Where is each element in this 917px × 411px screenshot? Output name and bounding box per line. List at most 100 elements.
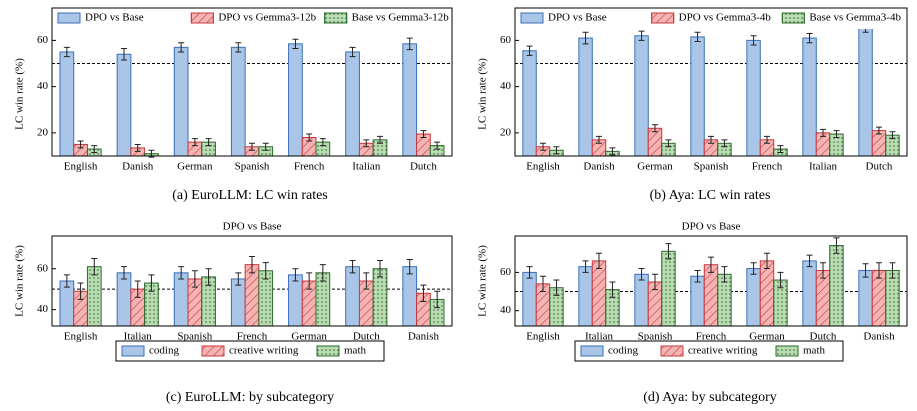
bar-pattern xyxy=(201,142,216,156)
bar xyxy=(634,35,649,157)
legend-swatch-pattern xyxy=(775,345,799,357)
bar xyxy=(59,280,75,327)
y-tick-label: 60 xyxy=(37,34,49,46)
bar xyxy=(578,37,593,157)
bar xyxy=(288,274,303,327)
bar-pattern xyxy=(549,287,564,326)
bar-pattern xyxy=(592,139,606,156)
x-tick-label: French xyxy=(696,331,727,343)
error-bar xyxy=(262,142,269,151)
bar-pattern xyxy=(245,264,259,326)
legend-label: creative writing xyxy=(229,345,299,357)
error-bar xyxy=(665,243,672,260)
x-tick-label: English xyxy=(526,331,560,343)
legend-label: DPO vs Base xyxy=(548,12,607,24)
error-bar xyxy=(764,135,770,144)
bar-pattern xyxy=(359,143,374,156)
x-tick-label: Italian xyxy=(809,161,838,173)
error-bar xyxy=(708,256,714,273)
error-bar xyxy=(582,31,589,45)
error-bar xyxy=(652,124,658,133)
error-bar xyxy=(665,139,672,148)
legend-label: math xyxy=(344,345,366,357)
error-bar xyxy=(349,260,356,274)
x-tick-label: German xyxy=(637,161,673,173)
bar-pattern xyxy=(717,274,732,326)
bar-pattern xyxy=(316,142,330,156)
error-bar xyxy=(134,143,141,152)
caption: (d) Aya: by subcategory xyxy=(643,390,777,405)
bar-pattern xyxy=(430,299,444,326)
bar xyxy=(345,266,360,327)
error-bar xyxy=(694,31,701,43)
bar xyxy=(690,36,705,157)
error-bar xyxy=(806,32,813,44)
y-tick-label: 40 xyxy=(37,80,49,92)
legend-swatch-pattern xyxy=(324,12,348,24)
x-tick-label: German xyxy=(177,161,213,173)
error-bar xyxy=(777,271,784,289)
error-bar xyxy=(721,266,728,283)
bar-pattern xyxy=(704,264,718,326)
bar-pattern xyxy=(816,132,830,156)
bar-pattern xyxy=(130,147,145,156)
error-bar xyxy=(235,42,242,53)
error-bar xyxy=(262,262,269,280)
error-bar xyxy=(526,266,533,279)
bar-pattern xyxy=(661,143,676,156)
bar xyxy=(746,268,761,327)
x-tick-label: Danish xyxy=(863,331,895,343)
x-tick-label: Danish xyxy=(122,161,154,173)
x-tick-label: German xyxy=(749,331,785,343)
error-bar xyxy=(134,280,141,298)
legend-swatch xyxy=(520,12,544,24)
legend-swatch-pattern xyxy=(651,12,675,24)
error-bar xyxy=(889,262,896,279)
bar xyxy=(858,26,873,157)
bar-pattern xyxy=(201,276,216,326)
bar-pattern xyxy=(316,272,330,326)
bar-pattern xyxy=(536,283,550,326)
bar-pattern xyxy=(872,130,886,156)
x-tick-label: Spanish xyxy=(694,161,729,173)
error-bar xyxy=(596,135,602,144)
bar-pattern xyxy=(258,270,273,326)
legend-swatch-pattern xyxy=(316,345,340,357)
legend-label: coding xyxy=(149,345,179,357)
bar xyxy=(690,275,705,327)
bar xyxy=(746,39,761,157)
error-bar xyxy=(434,290,441,309)
bar-pattern xyxy=(592,260,606,326)
bar xyxy=(173,272,189,327)
error-bar xyxy=(249,142,255,151)
bar-pattern xyxy=(188,278,202,326)
bar-pattern xyxy=(661,251,676,326)
error-bar xyxy=(652,273,658,291)
bar-pattern xyxy=(872,270,886,326)
bar-pattern xyxy=(648,281,662,326)
legend-label: creative writing xyxy=(688,345,758,357)
bar xyxy=(802,37,817,157)
bar-pattern xyxy=(717,143,732,156)
bar-pattern xyxy=(430,145,444,156)
legend-label: DPO vs Base xyxy=(85,12,144,24)
legend-swatch xyxy=(580,345,604,357)
x-tick-label: Spanish xyxy=(177,331,212,343)
bar-pattern xyxy=(760,139,774,156)
error-bar xyxy=(377,260,383,278)
error-bar xyxy=(63,274,70,288)
error-bar xyxy=(833,237,840,254)
error-bar xyxy=(205,268,212,286)
error-bar xyxy=(553,279,560,296)
error-bar xyxy=(638,30,645,41)
caption: (c) EuroLLM: by subcategory xyxy=(166,390,334,405)
x-tick-label: Italian xyxy=(352,161,381,173)
error-bar xyxy=(434,141,441,150)
legend-label: Base vs Gemma3-4b xyxy=(809,12,901,24)
error-bar xyxy=(420,130,427,138)
bar xyxy=(345,51,360,157)
chart-title: DPO vs Base xyxy=(223,221,282,233)
bar-pattern xyxy=(373,139,387,156)
bar-pattern xyxy=(760,260,774,326)
